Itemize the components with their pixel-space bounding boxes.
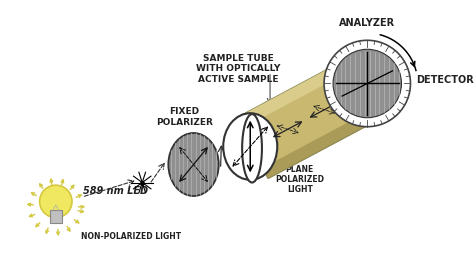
Text: NON-POLARIZED LIGHT: NON-POLARIZED LIGHT: [81, 232, 181, 241]
Text: 589 nm LED: 589 nm LED: [83, 186, 148, 196]
Text: ANALYZER: ANALYZER: [339, 18, 395, 28]
Text: FIXED
POLARIZER: FIXED POLARIZER: [156, 107, 213, 127]
Ellipse shape: [350, 56, 370, 125]
Polygon shape: [263, 110, 376, 178]
Ellipse shape: [223, 113, 277, 180]
Circle shape: [324, 40, 410, 127]
Text: SAMPLE TUBE
WITH OPTICALLY
ACTIVE SAMPLE: SAMPLE TUBE WITH OPTICALLY ACTIVE SAMPLE: [196, 54, 281, 84]
Text: DETECTOR: DETECTOR: [416, 75, 474, 85]
Text: PLANE
POLARIZED
LIGHT: PLANE POLARIZED LIGHT: [275, 164, 324, 194]
Polygon shape: [236, 60, 350, 129]
Ellipse shape: [168, 133, 219, 196]
FancyBboxPatch shape: [49, 210, 62, 223]
Circle shape: [40, 185, 72, 218]
Polygon shape: [236, 60, 376, 178]
Ellipse shape: [242, 114, 262, 182]
Circle shape: [333, 49, 401, 118]
